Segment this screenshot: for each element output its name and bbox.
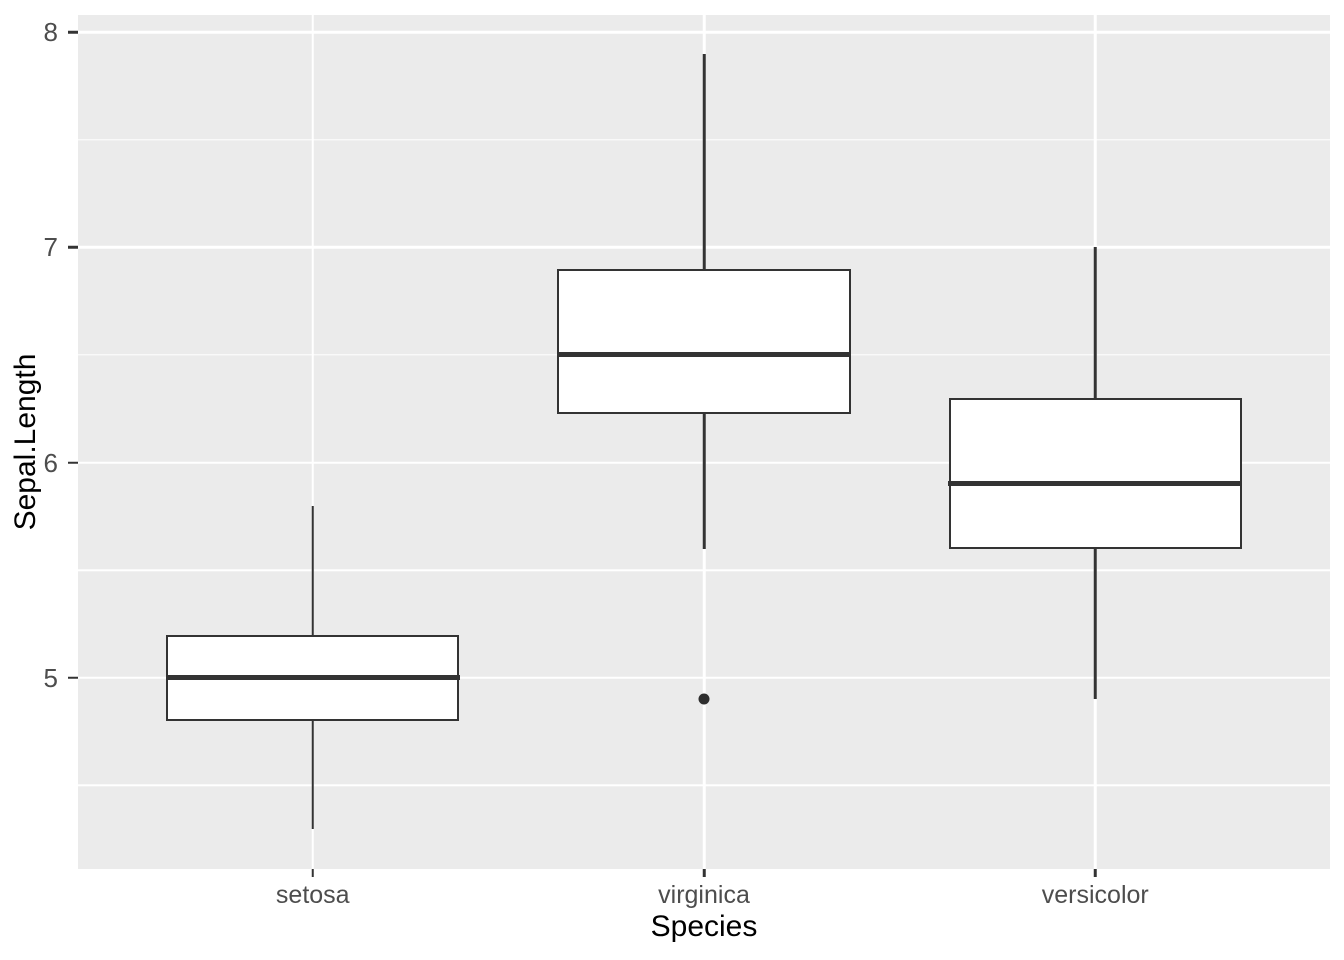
lower-whisker [311,720,314,829]
lower-whisker [1094,548,1097,700]
x-tick-label: versicolor [1041,881,1149,909]
x-tick-label: virginica [658,881,750,909]
gridline-vertical [311,15,314,869]
boxplot-box [165,634,460,721]
y-tick-mark [68,461,78,464]
y-tick-mark [68,30,78,34]
median-line [948,481,1243,487]
x-tick-label: setosa [275,881,350,909]
y-tick-label: 6 [43,447,58,478]
y-tick-mark [68,676,78,680]
upper-whisker [311,505,314,635]
boxplot-box [948,398,1243,549]
y-tick-label: 8 [43,17,58,48]
y-tick-label: 7 [43,232,58,263]
x-tick-mark [702,869,706,877]
plot-panel [78,15,1330,869]
upper-whisker [702,53,706,269]
y-tick-label: 5 [43,662,58,693]
outlier-point [698,693,710,705]
median-line [165,675,460,681]
x-axis-title: Species [650,910,758,943]
x-tick-mark [1094,869,1097,877]
upper-whisker [1094,247,1097,399]
y-axis-gutter: 8 7 6 5 [0,15,78,869]
lower-whisker [702,414,706,549]
x-axis-gutter: setosa virginica versicolor [78,869,1330,960]
x-tick-mark [311,869,314,877]
boxplot-box [556,268,852,415]
y-tick-mark [68,246,78,249]
y-axis-title: Sepal.Length [9,353,42,531]
median-line [556,352,852,358]
